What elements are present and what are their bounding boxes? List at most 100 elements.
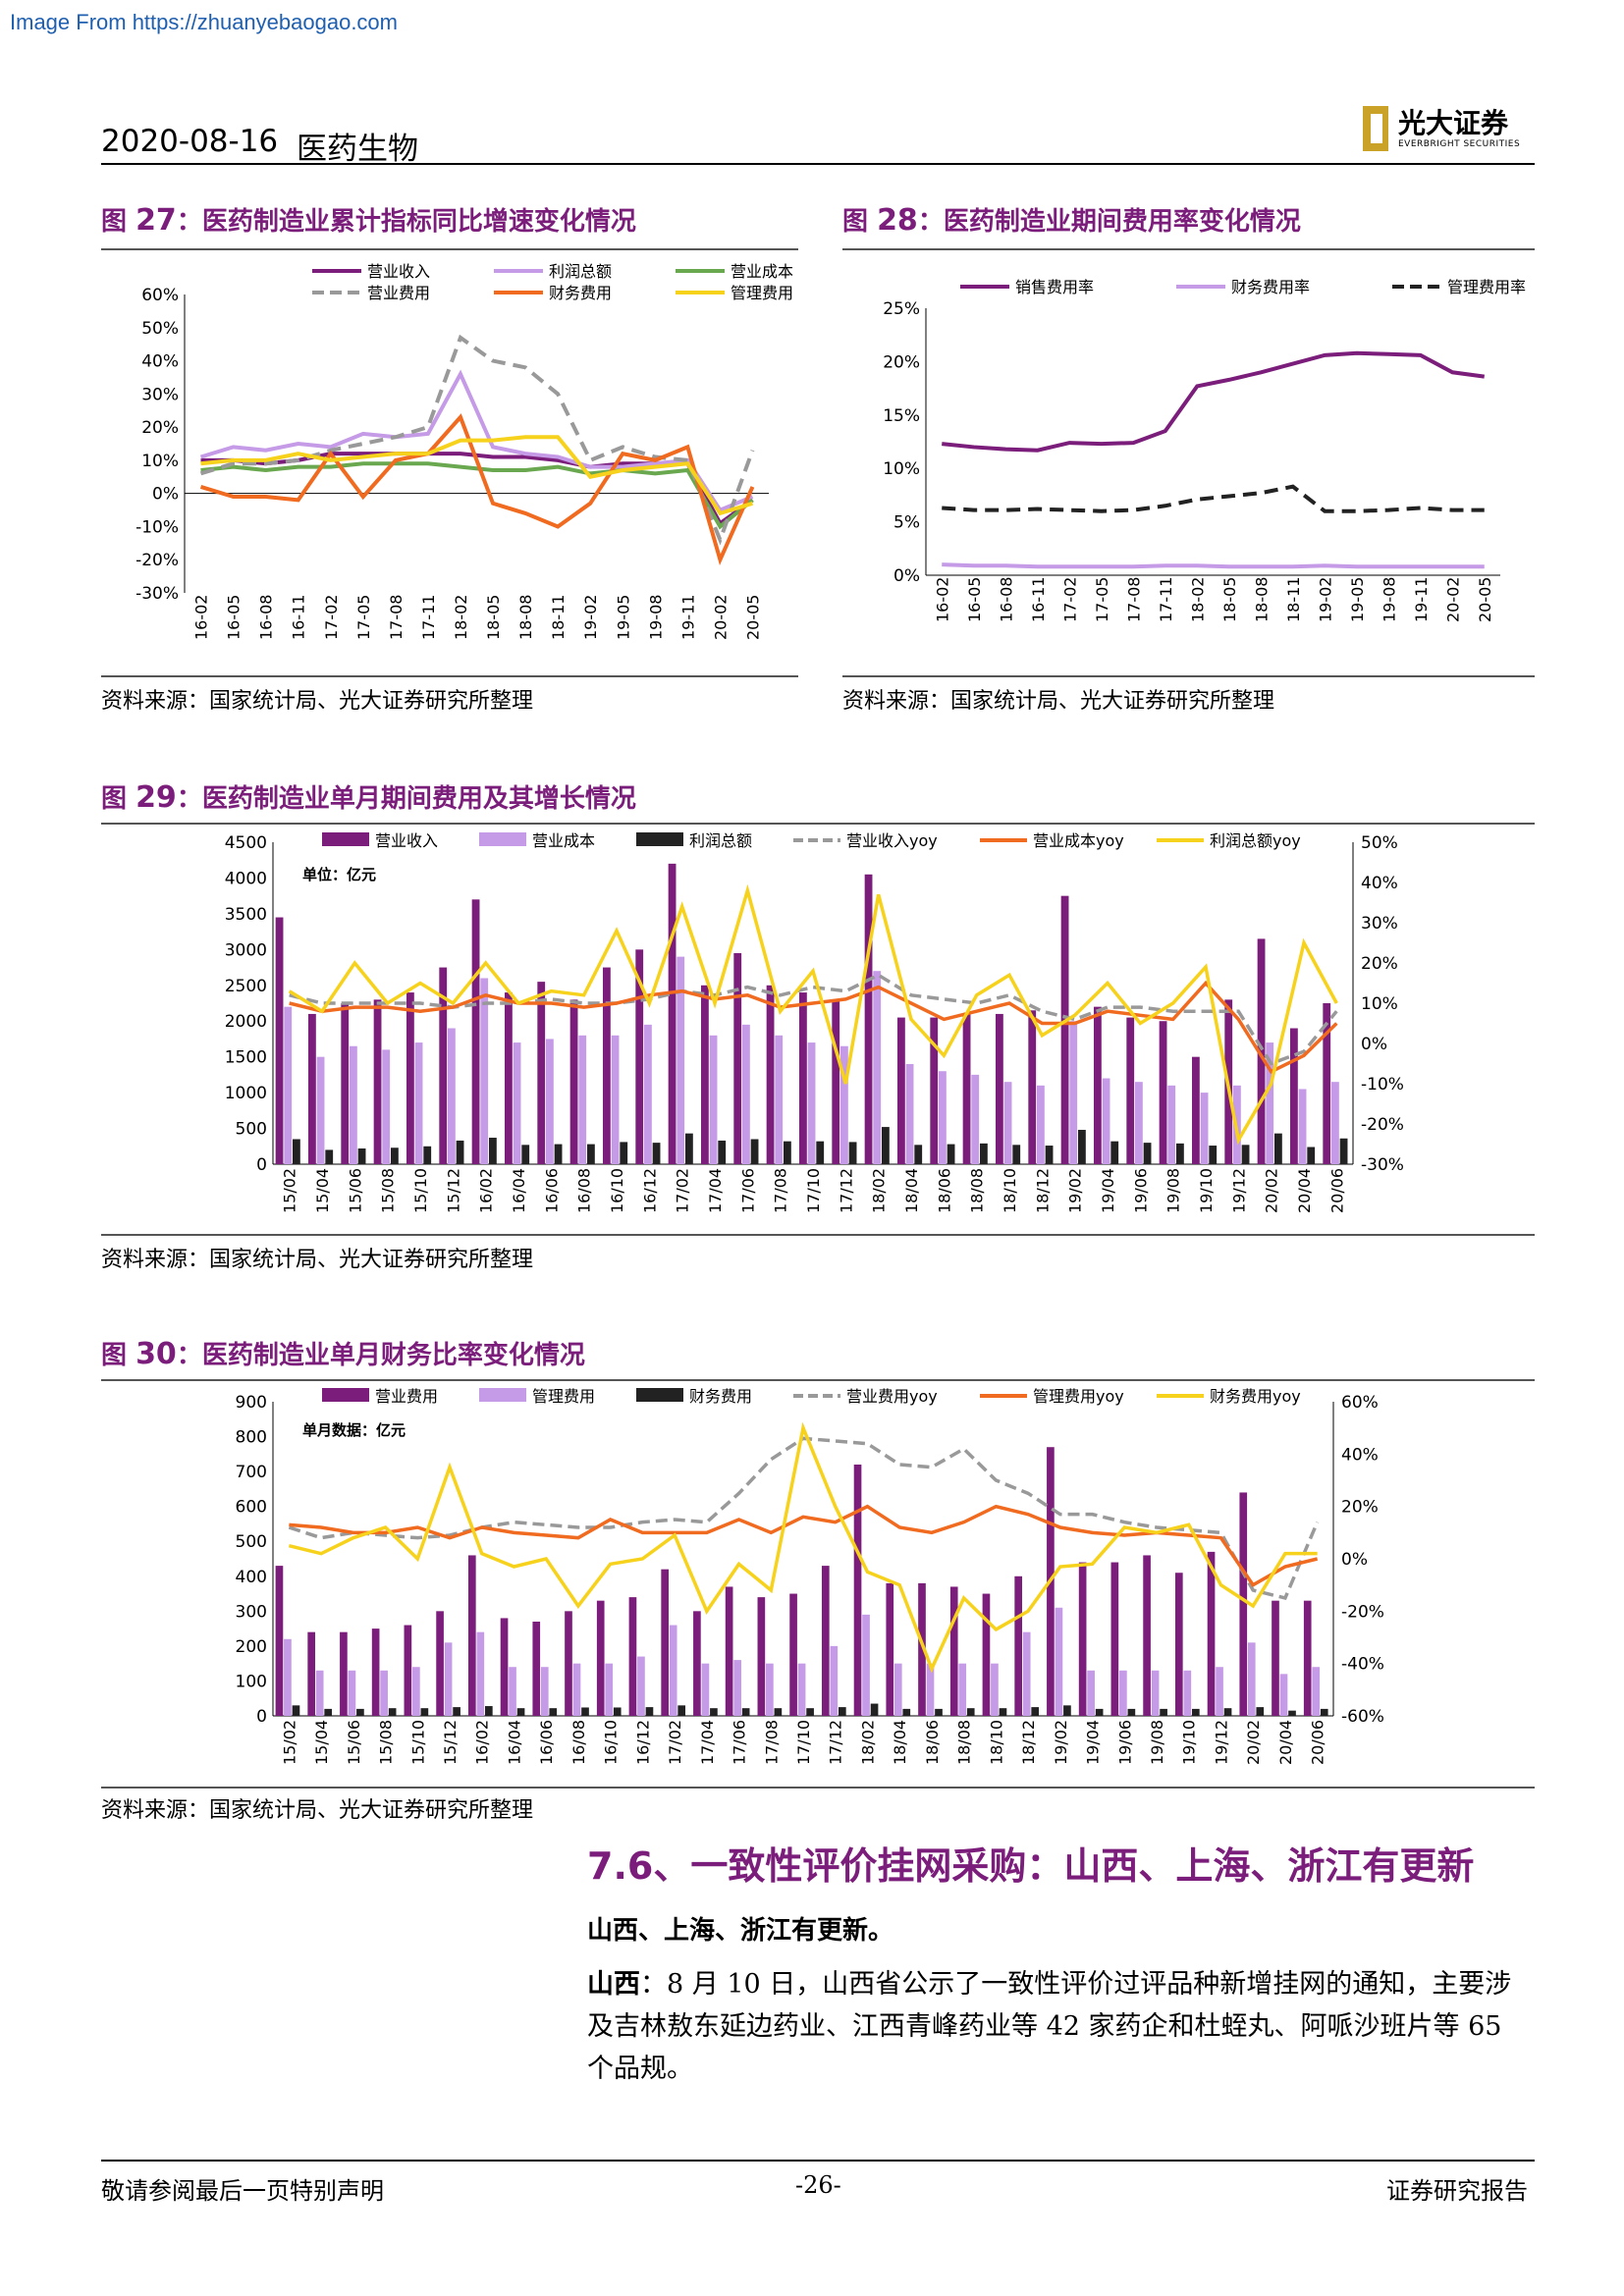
yoy-line-2	[288, 883, 1338, 1146]
bar-1	[1266, 1042, 1274, 1164]
bar-2	[453, 1707, 460, 1716]
bar-2	[1012, 1145, 1021, 1164]
bar-2	[581, 1707, 589, 1716]
bar-0	[404, 1625, 412, 1716]
bar-0	[471, 899, 480, 1164]
fig30-title: 图 30：医药制造业单月财务比率变化情况	[101, 1337, 585, 1371]
bar-2	[1063, 1705, 1071, 1716]
x-tick-label: 19-08	[646, 595, 665, 641]
x-tick-label: 15/12	[441, 1720, 460, 1765]
bar-2	[645, 1707, 654, 1716]
x-tick-label: 16/02	[473, 1720, 492, 1765]
legend-label-5: 财务费用yoy	[1210, 1387, 1301, 1406]
bar-0	[436, 1611, 444, 1716]
x-tick-label: 20-02	[1443, 577, 1462, 623]
x-tick-label: 20/02	[1263, 1168, 1281, 1213]
bar-1	[414, 1042, 423, 1164]
bar-2	[882, 1127, 890, 1164]
x-tick-label: 18/06	[935, 1168, 953, 1213]
bar-2	[1256, 1707, 1265, 1716]
bar-1	[701, 1663, 710, 1716]
bar-0	[1303, 1600, 1312, 1716]
bar-1	[1037, 1085, 1045, 1164]
legend-label-0: 销售费用率	[1015, 278, 1094, 296]
bar-1	[677, 956, 685, 1164]
x-tick-label: 16/08	[575, 1168, 594, 1213]
legend-swatch-2	[636, 832, 683, 846]
y-left-tick-label: 3000	[225, 940, 267, 960]
watermark: Image From https://zhuanyebaogao.com	[10, 10, 398, 34]
x-tick-label: 15/10	[408, 1720, 427, 1765]
x-tick-label: 16/02	[477, 1168, 496, 1213]
y-left-tick-label: 800	[236, 1428, 267, 1448]
bar-2	[1320, 1708, 1328, 1716]
bar-2	[489, 1138, 497, 1164]
bar-1	[1087, 1670, 1095, 1716]
legend-label-3: 营业费用	[367, 284, 430, 302]
x-tick-label: 18-05	[484, 595, 503, 641]
bar-2	[293, 1139, 300, 1164]
legend-label-0: 营业费用	[375, 1387, 438, 1406]
bar-0	[1060, 895, 1069, 1164]
bar-2	[1160, 1708, 1167, 1716]
x-tick-label: 17/02	[666, 1720, 684, 1765]
footer-rule	[101, 2160, 1535, 2162]
legend-label-0: 营业收入	[375, 831, 438, 850]
bar-2	[1241, 1145, 1250, 1164]
bar-1	[1167, 1085, 1176, 1164]
legend-label-1: 利润总额	[549, 262, 612, 281]
bar-2	[1274, 1133, 1282, 1164]
bar-0	[725, 1586, 733, 1716]
y-tick-label: 30%	[141, 385, 179, 404]
bar-0	[537, 982, 546, 1164]
x-tick-label: 20-02	[711, 595, 730, 641]
bar-0	[1014, 1575, 1023, 1716]
x-tick-label: 18/12	[1019, 1720, 1038, 1765]
bar-2	[652, 1143, 661, 1164]
bar-2	[750, 1139, 759, 1164]
x-tick-label: 17/08	[762, 1720, 781, 1765]
bar-1	[971, 1074, 980, 1164]
y-tick-label: 40%	[141, 352, 179, 372]
bar-2	[420, 1708, 429, 1716]
bar-1	[546, 1039, 554, 1164]
x-tick-label: 16-11	[290, 595, 308, 641]
bar-1	[840, 1045, 848, 1164]
bar-0	[603, 967, 611, 1164]
x-tick-label: 18-05	[1220, 577, 1239, 623]
bar-0	[668, 863, 677, 1164]
bar-0	[1126, 1017, 1135, 1164]
bar-0	[371, 1629, 380, 1716]
bar-2	[516, 1708, 525, 1716]
bar-1	[637, 1656, 645, 1716]
x-tick-label: 18-08	[516, 595, 535, 641]
x-tick-label: 17-05	[354, 595, 373, 641]
y-left-tick-label: 300	[236, 1602, 267, 1622]
yoy-line-1	[289, 1504, 1319, 1587]
bar-0	[1143, 1555, 1151, 1716]
bar-1	[766, 1663, 774, 1716]
bar-2	[1223, 1708, 1232, 1716]
bar-2	[587, 1144, 595, 1164]
section-title: 7.6、一致性评价挂网采购：山西、上海、浙江有更新	[587, 1844, 1475, 1888]
bar-1	[807, 1042, 816, 1164]
bar-1	[316, 1056, 325, 1164]
bar-2	[710, 1708, 718, 1716]
bar-1	[348, 1670, 356, 1716]
bar-2	[1209, 1146, 1218, 1164]
bar-1	[284, 1006, 293, 1164]
bar-0	[596, 1600, 605, 1716]
x-tick-label: 19-02	[581, 595, 600, 641]
x-tick-label: 15/02	[281, 1168, 299, 1213]
brand-logo: 光大证券 EVERBRIGHT SECURITIES	[1363, 102, 1540, 157]
bar-1	[605, 1663, 614, 1716]
x-tick-label: 17-08	[387, 595, 406, 641]
bar-2	[1110, 1141, 1119, 1164]
header-rule	[101, 163, 1535, 165]
x-tick-label: 17-11	[1157, 577, 1175, 623]
x-tick-label: 15/02	[280, 1720, 298, 1765]
bar-2	[685, 1133, 693, 1164]
bar-1	[926, 1663, 935, 1716]
bar-0	[1028, 1010, 1037, 1164]
bar-2	[521, 1145, 530, 1164]
